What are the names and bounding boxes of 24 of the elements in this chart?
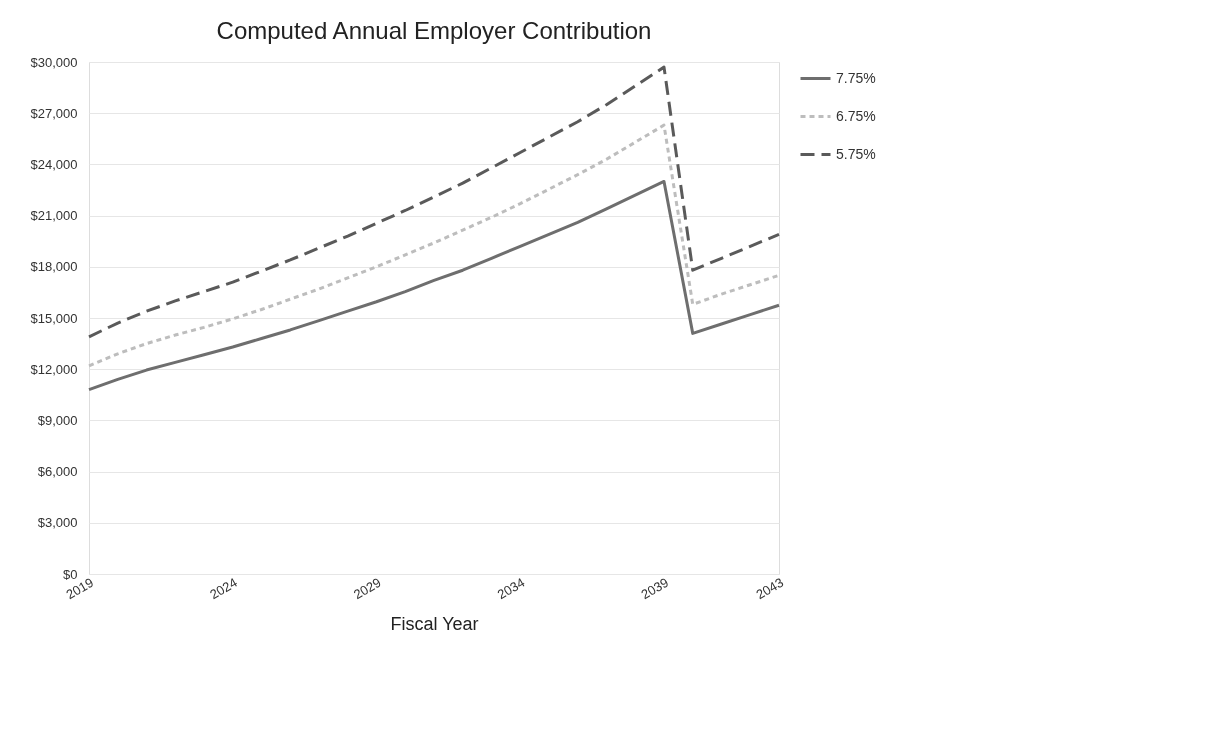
x-axis-title: Fiscal Year xyxy=(390,614,479,635)
y-tick-label: $0 xyxy=(63,566,78,582)
y-tick-label: $30,000 xyxy=(30,54,78,70)
y-tick-label: $24,000 xyxy=(30,156,78,172)
legend-label: 6.75% xyxy=(836,107,876,124)
y-tick-label: $18,000 xyxy=(30,259,78,275)
x-tick-label: 2029 xyxy=(350,574,384,603)
x-tick-label: 2043 xyxy=(753,574,786,603)
y-tick-label: $9,000 xyxy=(37,412,78,428)
y-tick-label: $27,000 xyxy=(30,105,78,121)
x-tick-label: 2034 xyxy=(494,574,528,603)
y-tick-label: $15,000 xyxy=(30,310,78,326)
line-series xyxy=(87,65,781,339)
line-series xyxy=(87,123,781,368)
x-tick-label: 2024 xyxy=(207,574,240,603)
y-tick-label: $3,000 xyxy=(37,515,78,531)
x-tick-label: 2039 xyxy=(638,574,671,603)
line-series xyxy=(87,179,781,392)
y-tick-label: $6,000 xyxy=(37,464,78,480)
y-tick-label: $12,000 xyxy=(30,361,78,377)
chart-title: Computed Annual Employer Contribution xyxy=(216,17,652,44)
legend-label: 7.75% xyxy=(836,69,876,86)
y-tick-label: $21,000 xyxy=(30,208,78,224)
legend-label: 5.75% xyxy=(836,145,876,162)
